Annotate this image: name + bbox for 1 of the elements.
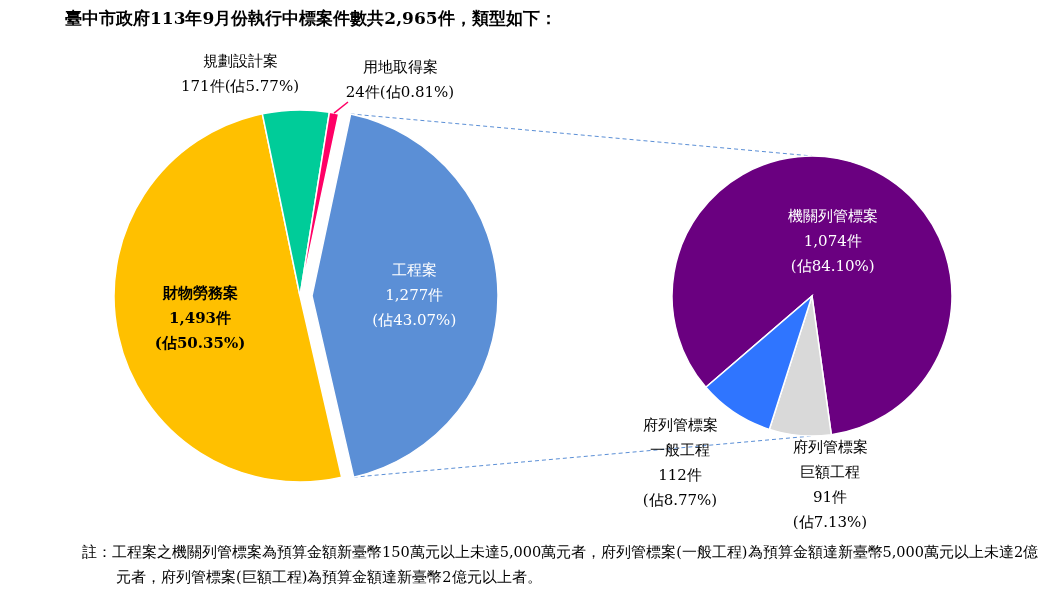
chart-title: 臺中市政府113年9月份執行中標案件數共2,965件，類型如下：: [65, 8, 557, 28]
